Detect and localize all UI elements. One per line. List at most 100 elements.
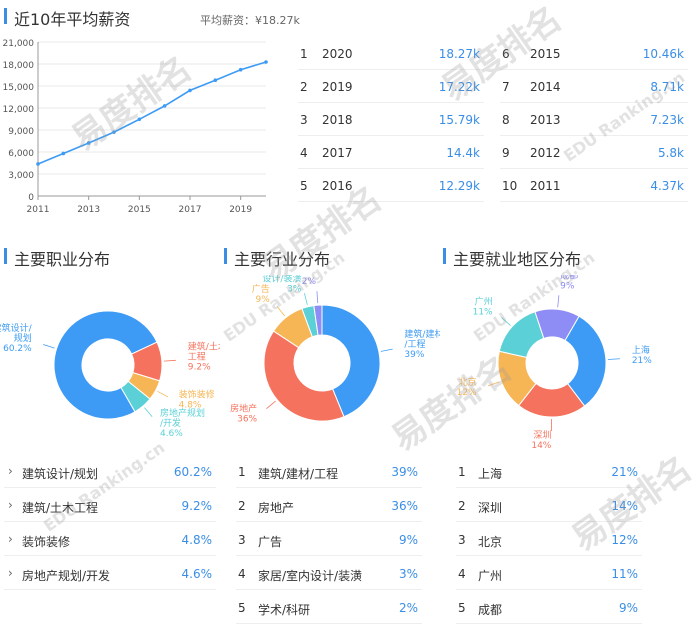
item-name: 上海 [478,467,503,481]
label-line [266,400,276,410]
item-name: 建筑设计/规划 [22,467,99,481]
item-name: 深圳 [478,501,503,515]
list-item[interactable]: 1 建筑/建材/工程 39% [236,455,422,488]
slice-label: 广告 9% [252,283,270,305]
rank: 3 [458,533,466,547]
salary-row: 1 2020 18.27k [298,38,484,70]
item-name: 家居/室内设计/装潢 [258,569,363,583]
salary-row: 9 2012 5.8k [500,137,688,169]
list-item[interactable]: 3 广告 9% [236,523,422,556]
slice-label-line: 北京 [459,376,477,388]
slice [321,304,381,418]
slice-label-line: 建筑设计/ [0,322,33,334]
slice [313,304,323,336]
item-value: 4.8% [181,533,213,547]
rank: 1 [458,465,466,479]
item-value: 9.2% [181,499,213,513]
salary-point [36,162,40,166]
slice-label-line: 3% [287,285,302,295]
item-value: 36% [391,499,418,513]
year: 2012 [530,146,561,160]
salary-row: 10 2011 4.37k [500,170,688,202]
label-line [43,344,55,349]
slice-label-line: 深圳 [533,430,551,441]
list-item[interactable]: 2 房地产 36% [236,489,422,522]
slice-label: 北京 12% [457,376,477,398]
rank: 5 [300,179,308,193]
y-tick-label: 9,000 [8,127,34,137]
slice-label-line: /开发 [160,417,181,429]
label-line [144,407,153,417]
label-line [557,295,560,308]
salary-row: 8 2013 7.23k [500,104,688,136]
rank: 1 [238,465,246,479]
slice-label-line: 12% [457,388,477,398]
slice-label-line: 2% [302,277,317,287]
list-item[interactable]: › 装饰装修 4.8% [4,523,216,556]
rank: 6 [502,47,510,61]
label-line [501,317,511,326]
list-item[interactable]: 5 成都 9% [456,591,642,624]
list-item[interactable]: 5 学术/科研 2% [236,591,422,624]
label-line [487,381,500,387]
slice-label-line: 成都 [560,275,578,281]
list-item[interactable]: 4 广州 11% [456,557,642,590]
occupation-title: 主要职业分布 [14,250,111,269]
list-item[interactable]: › 建筑/土木工程 9.2% [4,489,216,522]
item-value: 39% [391,465,418,479]
x-tick-label: 2017 [179,205,202,215]
list-item[interactable]: › 建筑设计/规划 60.2% [4,455,216,488]
label-line [276,306,286,317]
item-name: 广州 [478,569,503,583]
slice-label-line: 14% [531,441,551,451]
chevron-right-icon: › [8,566,13,580]
list-item[interactable]: 4 家居/室内设计/装潢 3% [236,557,422,590]
slice-label-line: 9.2% [188,362,211,372]
x-tick-label: 2015 [128,205,151,215]
list-item[interactable]: 3 北京 12% [456,523,642,556]
list-item[interactable]: › 房地产规划/开发 4.6% [4,557,216,590]
item-value: 11% [611,567,638,581]
section-marker [4,248,7,264]
item-name: 学术/科研 [258,603,311,617]
item-name: 北京 [478,535,503,549]
slice-label: 学术/科研2% [277,275,316,287]
salary-point [213,78,218,83]
label-line [380,348,393,352]
slice-label: 装饰装修 4.8% [179,389,215,411]
rank: 4 [458,567,466,581]
slice-label-line: 4.6% [160,429,183,439]
slice-label-line: 11% [473,307,493,317]
y-tick-label: 15,000 [3,83,35,93]
item-name: 广告 [258,535,283,549]
slice-label-line: 房地产 [230,402,257,414]
rank: 7 [502,80,510,94]
rank: 3 [300,113,308,127]
list-item[interactable]: 2 深圳 14% [456,489,642,522]
slice-label: 房地产 36% [230,402,257,424]
slice-label-line: 4.8% [179,401,202,411]
year: 2011 [530,179,561,193]
section-marker [443,248,446,264]
chevron-right-icon: › [8,498,13,512]
year: 2014 [530,80,561,94]
item-value: 14% [611,499,638,513]
slice-label-line: /工程 [404,339,425,350]
list-item[interactable]: 1 上海 21% [456,455,642,488]
slice-label-line: 工程 [188,351,206,362]
salary-value: 7.23k [650,113,684,127]
section-marker [4,8,7,24]
salary-row: 3 2018 15.79k [298,104,484,136]
y-tick-label: 3,000 [8,171,34,181]
slice-label-line: 21% [632,356,652,366]
item-name: 成都 [478,603,503,617]
section-marker [224,248,227,264]
salary-value: 10.46k [642,47,684,61]
slice-label-line: 36% [237,414,257,424]
industry-title: 主要行业分布 [234,250,331,269]
year: 2016 [322,179,353,193]
slice-label-line: 上海 [632,344,650,356]
